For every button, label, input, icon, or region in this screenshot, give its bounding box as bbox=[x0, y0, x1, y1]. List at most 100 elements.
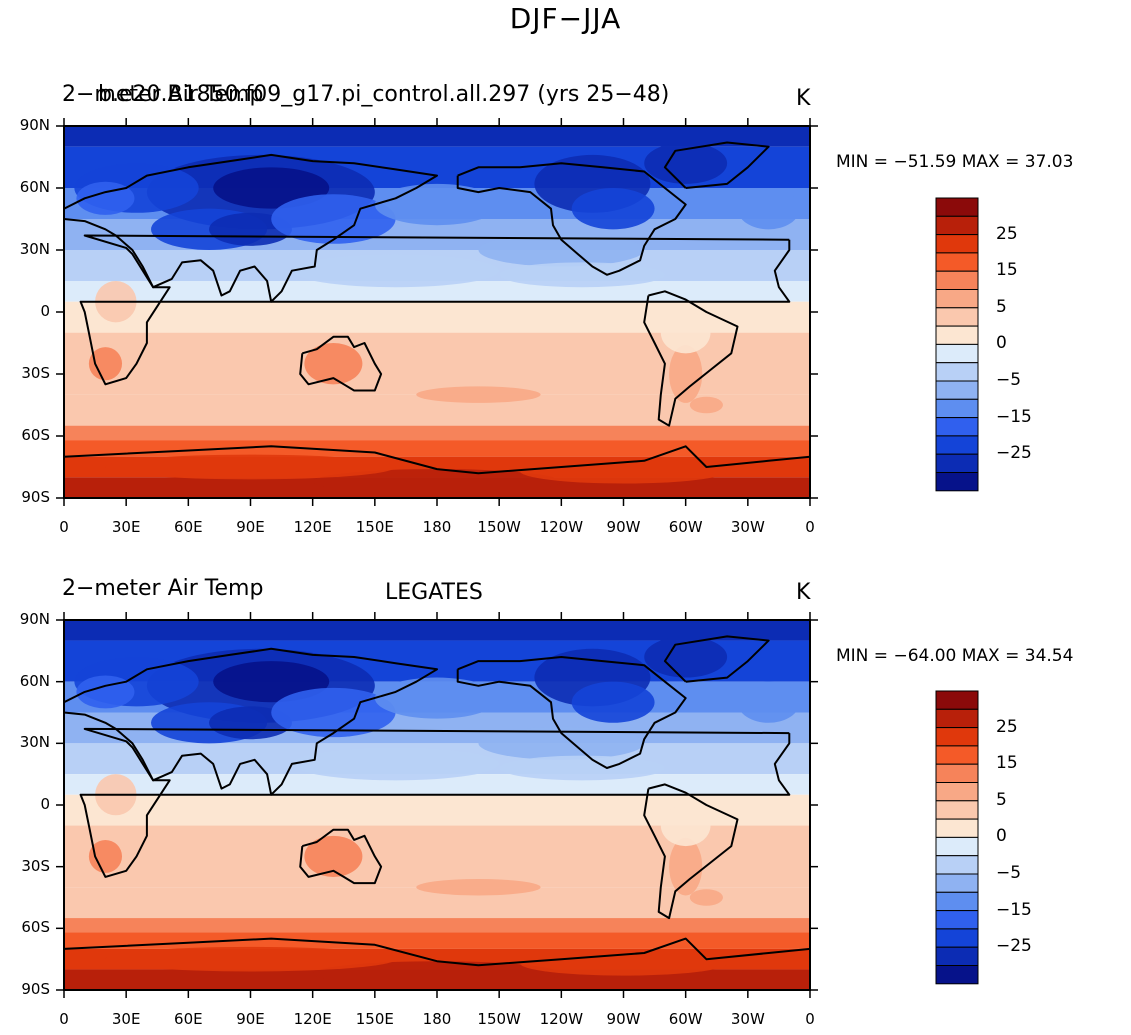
colorbar-segment bbox=[935, 690, 979, 710]
lon-tick-label: 90W bbox=[606, 1010, 641, 1028]
lon-tick-label: 120E bbox=[293, 518, 332, 536]
lon-tick-label: 0 bbox=[805, 518, 815, 536]
colorbar-segment bbox=[935, 891, 979, 912]
colorbar-segment bbox=[935, 270, 979, 291]
lon-tick-label: 0 bbox=[59, 518, 69, 536]
lon-tick-label: 0 bbox=[59, 1010, 69, 1028]
lon-tick-label: 30W bbox=[730, 1010, 765, 1028]
lon-tick-label: 150E bbox=[355, 518, 394, 536]
colorbar-segment bbox=[935, 380, 979, 400]
coastline bbox=[79, 727, 791, 878]
colorbar-segment bbox=[935, 818, 979, 838]
lon-tick-label: 90E bbox=[236, 1010, 265, 1028]
panel1-case-title: b.e20.B1850.f09_g17.pi_control.all.297 (… bbox=[98, 82, 670, 107]
lon-tick-label: 60W bbox=[668, 518, 703, 536]
lat-tick-label: 0 bbox=[40, 302, 50, 320]
lat-tick-label: 90S bbox=[21, 488, 50, 506]
panel2-min-max: MIN = −64.00 MAX = 34.54 bbox=[836, 646, 1074, 666]
lon-tick-label: 60E bbox=[174, 1010, 203, 1028]
figure-title: DJF−JJA bbox=[509, 2, 622, 35]
lat-tick-label: 60N bbox=[19, 671, 50, 690]
coastline bbox=[64, 937, 810, 967]
lat-tick-label: 90S bbox=[21, 980, 50, 998]
lat-tick-label: 30N bbox=[19, 733, 50, 752]
colorbar-label: 25 bbox=[996, 223, 1018, 244]
colorbar-label: 15 bbox=[996, 260, 1018, 281]
colorbar-segment bbox=[935, 472, 979, 492]
lon-tick-label: 120W bbox=[539, 518, 584, 536]
lat-tick-label: 90N bbox=[19, 116, 50, 134]
colorbar-segment bbox=[935, 417, 979, 437]
coastline bbox=[64, 647, 438, 796]
colorbar-segment bbox=[935, 708, 979, 729]
colorbar-label: −15 bbox=[996, 406, 1032, 427]
colorbar-segment bbox=[935, 362, 979, 382]
panel1-variable-title: 2−meter Air Temp bbox=[62, 82, 264, 107]
colorbar-segment bbox=[935, 307, 979, 327]
colorbar-segment bbox=[935, 946, 979, 967]
colorbar-segment bbox=[935, 234, 979, 254]
lat-tick-label: 60N bbox=[19, 178, 50, 196]
colorbar-segment bbox=[935, 398, 979, 419]
colorbar-label: 5 bbox=[996, 296, 1007, 317]
colorbar-segment bbox=[935, 289, 979, 309]
colorbar-label: −5 bbox=[996, 863, 1022, 883]
colorbar-segment bbox=[935, 855, 979, 875]
coastline bbox=[79, 234, 791, 386]
lon-tick-label: 150W bbox=[477, 1010, 521, 1028]
colorbar-segment bbox=[935, 745, 979, 765]
coastline bbox=[663, 141, 770, 189]
colorbar-segment bbox=[935, 800, 979, 820]
colorbar-label: −25 bbox=[996, 936, 1032, 957]
lat-tick-label: 90N bbox=[19, 610, 50, 628]
colorbar-label: −15 bbox=[996, 899, 1032, 920]
lon-tick-label: 30E bbox=[111, 1010, 141, 1028]
lon-tick-label: 180 bbox=[422, 518, 452, 536]
colorbar-segment bbox=[935, 782, 979, 802]
colorbar-segment bbox=[935, 928, 979, 948]
colorbar-label: −5 bbox=[996, 370, 1022, 390]
temperature-field-2 bbox=[64, 620, 810, 990]
colorbar-segment bbox=[935, 763, 979, 784]
lat-tick-label: 0 bbox=[40, 795, 50, 813]
lat-tick-label: 30N bbox=[19, 240, 50, 258]
colorbar-label: −25 bbox=[996, 443, 1032, 464]
colorbar-segment bbox=[935, 325, 979, 345]
panel2-variable-title: 2−meter Air Temp bbox=[62, 576, 264, 601]
coastline bbox=[456, 656, 687, 769]
colorbar-segment bbox=[935, 252, 979, 272]
lon-tick-label: 30W bbox=[730, 518, 765, 536]
colorbar-label: 0 bbox=[996, 826, 1007, 847]
lat-tick-label: 60S bbox=[21, 426, 50, 444]
colorbar-segment bbox=[935, 910, 979, 930]
lon-tick-label: 30E bbox=[111, 518, 141, 536]
colorbar-label: 5 bbox=[996, 789, 1007, 810]
panel2-case-title: LEGATES bbox=[385, 580, 483, 605]
coastline bbox=[456, 162, 687, 276]
panel2-units: K bbox=[796, 580, 811, 605]
lat-tick-label: 30S bbox=[21, 856, 50, 875]
colorbar-segment bbox=[935, 965, 979, 985]
colorbar-segment bbox=[935, 836, 979, 857]
lon-tick-label: 0 bbox=[805, 1010, 815, 1028]
coastline bbox=[64, 153, 438, 303]
panel1-units: K bbox=[796, 86, 811, 111]
lon-tick-label: 120W bbox=[539, 1010, 584, 1028]
lon-tick-label: 180 bbox=[422, 1010, 452, 1028]
temperature-field-1 bbox=[64, 126, 810, 498]
lon-tick-label: 60W bbox=[668, 1010, 703, 1028]
lon-tick-label: 90W bbox=[606, 518, 641, 536]
coastline bbox=[643, 783, 739, 920]
colorbar-segment bbox=[935, 873, 979, 893]
colorbar-label: 0 bbox=[996, 333, 1007, 354]
colorbar-segment bbox=[935, 197, 979, 217]
colorbar-segment bbox=[935, 453, 979, 474]
panel1-min-max: MIN = −51.59 MAX = 37.03 bbox=[836, 152, 1074, 172]
coastline bbox=[299, 828, 383, 885]
lat-tick-label: 30S bbox=[21, 364, 50, 382]
colorbar-label: 15 bbox=[996, 753, 1018, 774]
coastline bbox=[64, 445, 810, 475]
lon-tick-label: 150W bbox=[477, 518, 521, 536]
colorbar-segment bbox=[935, 435, 979, 455]
lon-tick-label: 120E bbox=[293, 1010, 332, 1028]
